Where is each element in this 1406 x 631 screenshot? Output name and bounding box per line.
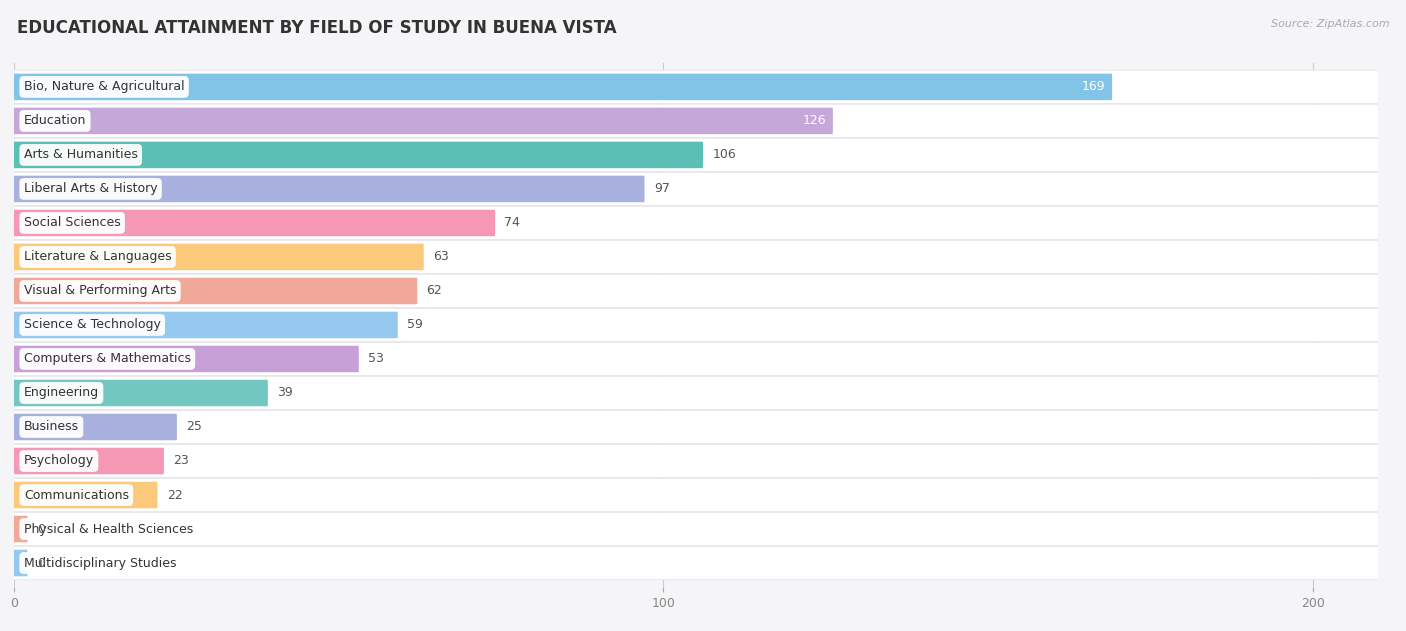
Text: Business: Business — [24, 420, 79, 433]
FancyBboxPatch shape — [14, 240, 1378, 274]
FancyBboxPatch shape — [14, 108, 832, 134]
Text: 39: 39 — [277, 386, 292, 399]
Text: Communications: Communications — [24, 488, 129, 502]
FancyBboxPatch shape — [14, 209, 495, 236]
FancyBboxPatch shape — [14, 512, 1378, 546]
Text: Source: ZipAtlas.com: Source: ZipAtlas.com — [1271, 19, 1389, 29]
FancyBboxPatch shape — [14, 138, 1378, 172]
FancyBboxPatch shape — [14, 516, 28, 542]
Text: 0: 0 — [37, 522, 45, 536]
Text: 106: 106 — [713, 148, 735, 162]
Text: Liberal Arts & History: Liberal Arts & History — [24, 182, 157, 196]
Text: Psychology: Psychology — [24, 454, 94, 468]
Text: Literature & Languages: Literature & Languages — [24, 251, 172, 264]
FancyBboxPatch shape — [14, 142, 703, 168]
Text: Social Sciences: Social Sciences — [24, 216, 121, 230]
FancyBboxPatch shape — [14, 172, 1378, 206]
Text: Science & Technology: Science & Technology — [24, 319, 160, 331]
FancyBboxPatch shape — [14, 414, 177, 440]
Text: Education: Education — [24, 114, 86, 127]
Text: 22: 22 — [167, 488, 183, 502]
FancyBboxPatch shape — [14, 309, 1378, 341]
FancyBboxPatch shape — [14, 550, 28, 576]
FancyBboxPatch shape — [14, 312, 398, 338]
Text: Physical & Health Sciences: Physical & Health Sciences — [24, 522, 193, 536]
FancyBboxPatch shape — [14, 274, 1378, 308]
Text: 97: 97 — [654, 182, 669, 196]
Text: Multidisciplinary Studies: Multidisciplinary Studies — [24, 557, 176, 570]
FancyBboxPatch shape — [14, 342, 1378, 375]
Text: Computers & Mathematics: Computers & Mathematics — [24, 353, 191, 365]
Text: 23: 23 — [173, 454, 188, 468]
Text: 126: 126 — [803, 114, 825, 127]
FancyBboxPatch shape — [14, 380, 269, 406]
Text: 74: 74 — [505, 216, 520, 230]
Text: Bio, Nature & Agricultural: Bio, Nature & Agricultural — [24, 80, 184, 93]
Text: 59: 59 — [406, 319, 423, 331]
FancyBboxPatch shape — [14, 206, 1378, 240]
FancyBboxPatch shape — [14, 546, 1378, 580]
Text: 63: 63 — [433, 251, 449, 264]
Text: 25: 25 — [186, 420, 202, 433]
FancyBboxPatch shape — [14, 104, 1378, 138]
FancyBboxPatch shape — [14, 346, 359, 372]
Text: 62: 62 — [426, 285, 443, 297]
Text: EDUCATIONAL ATTAINMENT BY FIELD OF STUDY IN BUENA VISTA: EDUCATIONAL ATTAINMENT BY FIELD OF STUDY… — [17, 19, 616, 37]
FancyBboxPatch shape — [14, 74, 1112, 100]
Text: Arts & Humanities: Arts & Humanities — [24, 148, 138, 162]
Text: Visual & Performing Arts: Visual & Performing Arts — [24, 285, 176, 297]
FancyBboxPatch shape — [14, 481, 157, 509]
FancyBboxPatch shape — [14, 478, 1378, 512]
FancyBboxPatch shape — [14, 70, 1378, 103]
FancyBboxPatch shape — [14, 444, 1378, 478]
Text: 169: 169 — [1081, 80, 1105, 93]
Text: 0: 0 — [37, 557, 45, 570]
FancyBboxPatch shape — [14, 175, 644, 202]
FancyBboxPatch shape — [14, 448, 165, 475]
FancyBboxPatch shape — [14, 376, 1378, 410]
FancyBboxPatch shape — [14, 278, 418, 304]
FancyBboxPatch shape — [14, 244, 423, 270]
Text: 53: 53 — [368, 353, 384, 365]
Text: Engineering: Engineering — [24, 386, 98, 399]
FancyBboxPatch shape — [14, 410, 1378, 444]
